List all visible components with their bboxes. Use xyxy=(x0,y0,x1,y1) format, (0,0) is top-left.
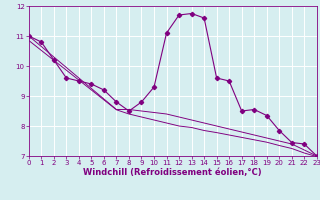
X-axis label: Windchill (Refroidissement éolien,°C): Windchill (Refroidissement éolien,°C) xyxy=(84,168,262,177)
